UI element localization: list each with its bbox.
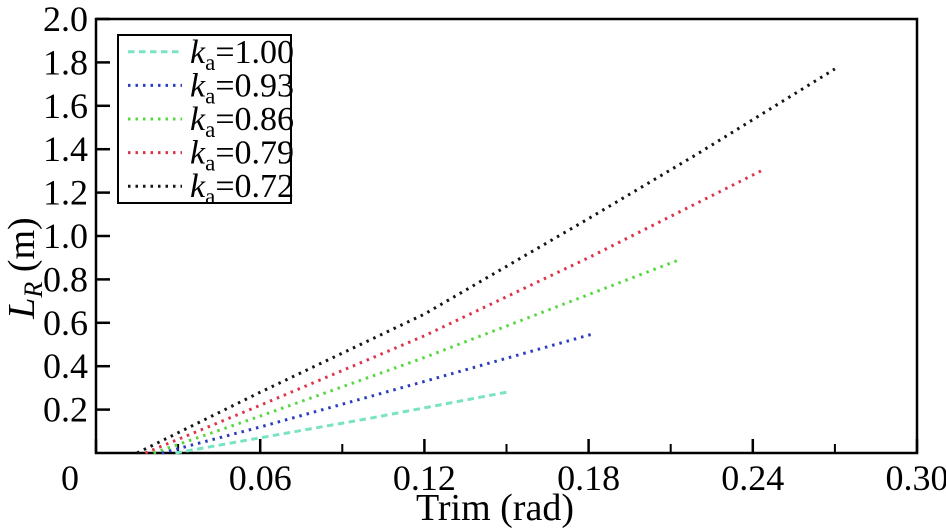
x-tick-label: 0.24 (721, 458, 784, 498)
axis-ticks (94, 17, 919, 453)
y-tick-label: 1.6 (43, 86, 88, 126)
x-tick-label: 0.06 (229, 458, 292, 498)
series-line-ka=0.79 (144, 169, 762, 455)
x-tick-label: 0.12 (393, 458, 456, 498)
legend-label-ka=0.93: ka=0.93 (190, 67, 294, 108)
y-tick-label: 1.0 (43, 216, 88, 256)
x-axis-label: Trim (rad) (416, 487, 574, 529)
y-tick-label: 0.6 (43, 303, 88, 343)
series-line-ka=0.72 (136, 67, 836, 455)
legend-label-ka=0.79: ka=0.79 (190, 135, 294, 176)
legend-label-ka=0.72: ka=0.72 (190, 168, 294, 209)
y-tick-label: 0.4 (43, 346, 88, 386)
x-tick-label: 0.18 (557, 458, 620, 498)
legend-label-ka=1.00: ka=1.00 (190, 34, 294, 75)
y-axis-label: LR (m) (1, 217, 48, 319)
legend-label-ka=0.86: ka=0.86 (190, 101, 294, 142)
y-tick-label: 0.8 (43, 259, 88, 299)
y-tick-label: 1.8 (43, 42, 88, 82)
y-tick-label: 2.0 (43, 0, 88, 39)
y-tick-label: 0.2 (43, 390, 88, 430)
y-tick-label: 1.2 (43, 173, 88, 213)
x-tick-label: 0 (61, 458, 79, 498)
data-series (136, 67, 836, 455)
y-tick-label: 1.4 (43, 129, 88, 169)
series-line-ka=0.86 (153, 258, 680, 455)
series-line-ka=1.00 (175, 390, 507, 455)
axis-tick-labels: 0 0.06 0.12 0.18 0.24 0.300.20.40.60.81.01.21… (43, 0, 946, 498)
series-line-ka=0.93 (161, 332, 595, 455)
legend-box (117, 34, 292, 204)
x-tick-label: 0.30 (886, 458, 946, 498)
